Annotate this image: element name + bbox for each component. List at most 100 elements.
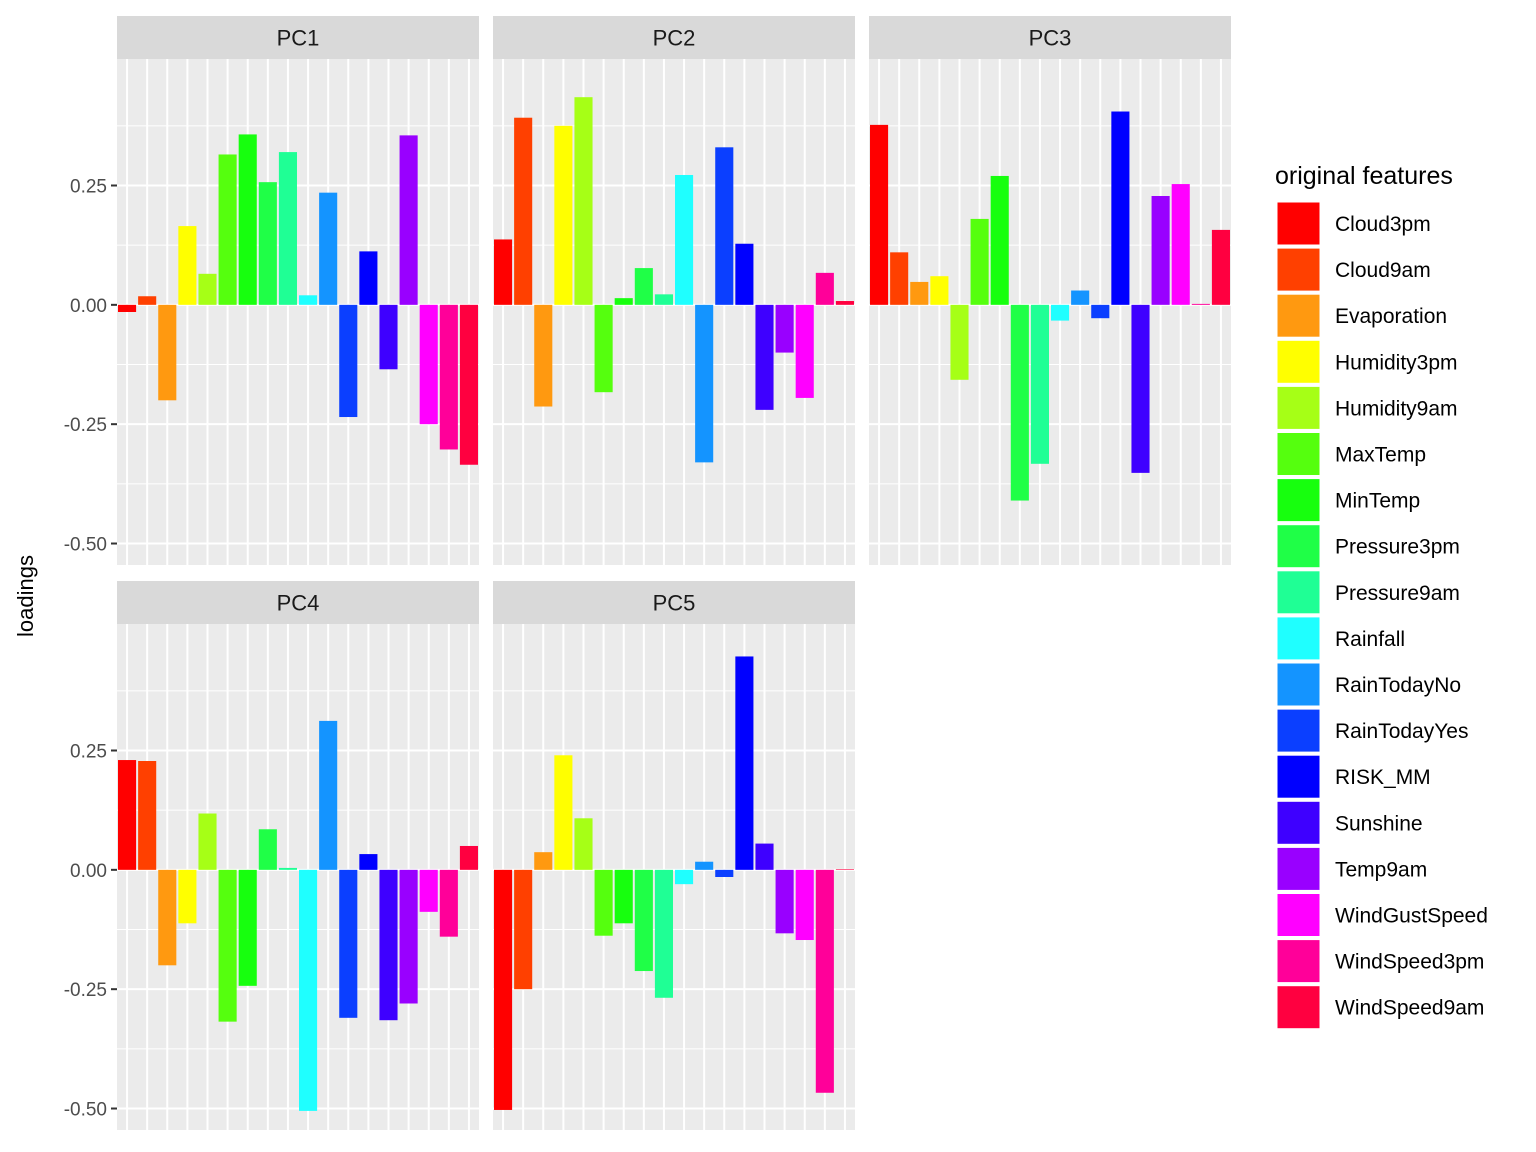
bar-raintodayno [695, 304, 714, 463]
legend-item: MinTemp [1276, 478, 1420, 523]
bar-raintodayyes [715, 869, 734, 877]
bar-maxtemp [218, 154, 237, 305]
y-axes: 0.25 0.00 -0.25 -0.50 0.25 0.00 -0.25 -0.50 [64, 177, 117, 1121]
legend-item: Humidity9am [1276, 385, 1458, 430]
bar-maxtemp [218, 869, 237, 1022]
legend-label: MinTemp [1335, 490, 1420, 513]
bar-temp9am [399, 869, 418, 1004]
legend-swatch [1276, 570, 1321, 615]
bar-humidity9am [198, 813, 217, 870]
bar-humidity3pm [930, 276, 949, 305]
legend-label: Rainfall [1335, 628, 1405, 651]
panel-background [117, 59, 479, 565]
bar-windspeed3pm [815, 869, 834, 1093]
bar-windgustspeed [419, 304, 438, 425]
bar-risk_mm [359, 251, 378, 305]
legend-swatch [1276, 754, 1321, 799]
bar-pressure9am [278, 152, 297, 305]
legend-label: Humidity9am [1335, 397, 1458, 420]
legend-label: MaxTemp [1335, 444, 1426, 467]
legend-item: Cloud3pm [1276, 201, 1431, 246]
bar-sunshine [1131, 304, 1150, 473]
panel-background [493, 624, 855, 1130]
facet-pc2: PC2 [493, 16, 855, 565]
facet-title: PC1 [277, 26, 320, 51]
panel-background [117, 624, 479, 1130]
bar-windgustspeed [795, 304, 814, 398]
bar-raintodayno [319, 192, 338, 305]
legend-swatch [1276, 201, 1321, 246]
legend-swatch [1276, 985, 1321, 1030]
y-tick-label: 0.00 [70, 296, 107, 317]
y-axis: 0.25 0.00 -0.25 -0.50 [64, 177, 117, 556]
bar-humidity9am [574, 97, 593, 305]
bar-cloud9am [514, 117, 533, 305]
bar-temp9am [1151, 196, 1170, 305]
bar-pressure3pm [258, 182, 277, 305]
legend-label: RainTodayNo [1335, 674, 1461, 697]
bar-temp9am [399, 135, 418, 305]
bar-pressure9am [654, 869, 673, 998]
facet-title: PC2 [653, 26, 696, 51]
bar-windspeed9am [835, 869, 854, 870]
bar-mintemp [614, 298, 633, 305]
bar-raintodayyes [715, 147, 734, 305]
legend-item: Evaporation [1276, 293, 1447, 338]
bar-cloud3pm [494, 239, 513, 305]
legend-item: RainTodayYes [1276, 708, 1469, 753]
legend-item: Temp9am [1276, 846, 1427, 891]
bar-humidity9am [198, 273, 217, 305]
bar-windspeed3pm [1191, 303, 1210, 305]
legend-swatch [1276, 800, 1321, 845]
bar-raintodayno [695, 861, 714, 870]
legend-item: WindSpeed3pm [1276, 939, 1484, 984]
y-tick-label: -0.25 [64, 980, 107, 1001]
bar-humidity9am [574, 818, 593, 870]
bar-pressure3pm [1010, 304, 1029, 501]
legend-label: Cloud3pm [1335, 213, 1431, 236]
bar-maxtemp [594, 304, 613, 393]
legend-swatch [1276, 385, 1321, 430]
legend-items: Cloud3pm Cloud9am Evaporation Humidity3pm Hu… [1276, 201, 1488, 1030]
legend-item: RainTodayNo [1276, 662, 1461, 707]
legend-label: Sunshine [1335, 812, 1423, 835]
bar-windgustspeed [419, 869, 438, 912]
legend-swatch [1276, 662, 1321, 707]
legend-label: WindGustSpeed [1335, 905, 1488, 928]
legend-label: WindSpeed9am [1335, 997, 1484, 1020]
bar-raintodayyes [1091, 304, 1110, 319]
bar-windspeed3pm [815, 272, 834, 305]
bar-rainfall [299, 869, 318, 1111]
bar-pressure9am [1030, 304, 1049, 464]
bar-windspeed3pm [439, 869, 458, 937]
legend-swatch [1276, 708, 1321, 753]
bar-humidity3pm [178, 869, 197, 924]
facet-pc3: PC3 [869, 16, 1231, 565]
bar-windspeed9am [459, 304, 478, 465]
legend-item: WindGustSpeed [1276, 893, 1488, 937]
legend-swatch [1276, 893, 1321, 937]
y-axis: 0.25 0.00 -0.25 -0.50 [64, 742, 117, 1121]
legend-label: Evaporation [1335, 305, 1447, 328]
bar-cloud9am [138, 761, 157, 870]
y-axis-title: loadings [13, 555, 38, 637]
bar-temp9am [775, 304, 794, 353]
bar-cloud9am [514, 869, 533, 990]
bar-mintemp [990, 175, 1009, 305]
bar-risk_mm [735, 243, 754, 305]
legend: original features Cloud3pm Cloud9am Evapor… [1275, 162, 1488, 1030]
bar-windgustspeed [1171, 184, 1190, 305]
bar-pressure9am [654, 294, 673, 305]
bar-cloud3pm [870, 124, 889, 305]
bar-pressure9am [278, 867, 297, 870]
panel-background [493, 59, 855, 565]
y-tick-label: -0.50 [64, 535, 107, 556]
bar-mintemp [614, 869, 633, 924]
legend-label: WindSpeed3pm [1335, 951, 1484, 974]
bar-windspeed3pm [439, 304, 458, 450]
bar-raintodayyes [339, 304, 358, 418]
bar-humidity3pm [178, 226, 197, 305]
legend-label: RISK_MM [1335, 766, 1431, 789]
bar-sunshine [379, 869, 398, 1021]
bar-cloud3pm [118, 304, 137, 312]
